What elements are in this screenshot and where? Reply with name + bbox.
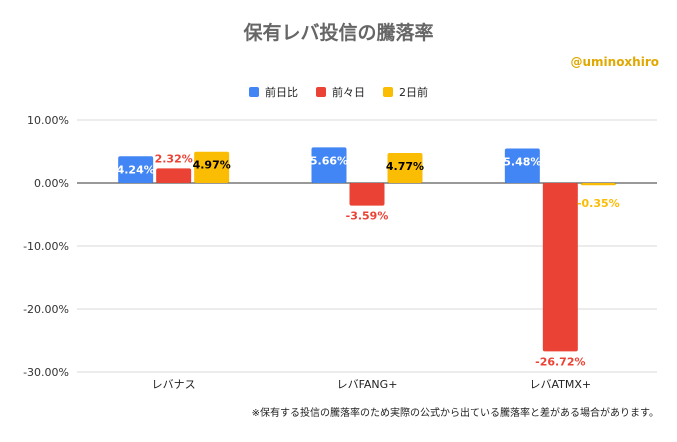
x-tick-label: レバFANG+ (337, 378, 398, 391)
legend-swatch-1 (316, 87, 326, 97)
bar (387, 152, 423, 183)
data-label: 5.48% (503, 155, 541, 168)
data-label: 2.32% (155, 152, 193, 165)
y-tick-label: 0.00% (34, 177, 69, 190)
data-label: -0.35% (577, 197, 620, 210)
y-tick-label: 10.00% (27, 114, 69, 127)
chart-title: 保有レバ投信の騰落率 (243, 22, 434, 44)
y-tick-label: -10.00% (23, 240, 69, 253)
bar (504, 148, 540, 183)
legend: 前日比 前々日 2日前 (0, 84, 677, 100)
bar (156, 168, 192, 183)
data-label: 5.66% (310, 154, 348, 167)
y-tick-label: -20.00% (23, 303, 69, 316)
legend-swatch-0 (249, 87, 259, 97)
data-label: 4.24% (117, 163, 155, 176)
footnote: ※保有する投信の騰落率のため実際の公式から出ている騰落率と差がある場合があります… (251, 408, 659, 419)
legend-item-1: 前々日 (316, 84, 365, 100)
bar (349, 183, 385, 206)
data-label: 4.77% (386, 160, 424, 173)
bar (118, 156, 154, 183)
data-label: -26.72% (535, 355, 585, 368)
y-tick-label: -30.00% (23, 366, 69, 379)
data-label: 4.97% (193, 159, 231, 172)
bar (311, 147, 347, 183)
legend-swatch-2 (383, 87, 393, 97)
bar (194, 151, 230, 183)
bar (580, 183, 616, 186)
legend-item-0: 前日比 (249, 84, 298, 100)
bar (542, 183, 578, 352)
legend-label-0: 前日比 (265, 86, 298, 99)
legend-label-2: 2日前 (399, 86, 428, 99)
author-handle: @uminoxhiro (570, 55, 659, 69)
data-label: -3.59% (346, 210, 389, 223)
x-tick-label: レバATMX+ (530, 378, 592, 391)
legend-item-2: 2日前 (383, 84, 428, 100)
legend-label-1: 前々日 (332, 86, 365, 99)
x-tick-label: レバナス (152, 378, 196, 391)
